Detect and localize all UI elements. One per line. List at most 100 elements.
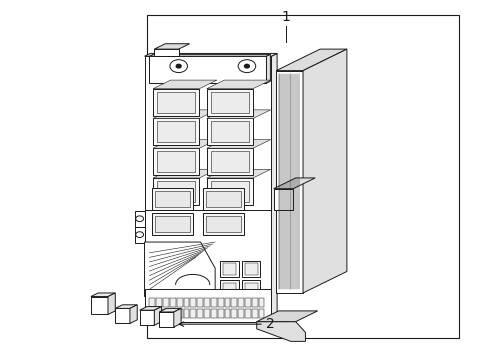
- Bar: [210, 298, 216, 307]
- Text: 1: 1: [281, 10, 290, 24]
- Bar: [152, 188, 193, 210]
- Polygon shape: [206, 140, 270, 148]
- Bar: [244, 263, 257, 275]
- Bar: [224, 309, 230, 318]
- Bar: [197, 298, 203, 307]
- Polygon shape: [271, 53, 277, 321]
- Bar: [217, 309, 223, 318]
- Polygon shape: [154, 307, 161, 325]
- Polygon shape: [144, 242, 215, 297]
- Bar: [157, 181, 195, 202]
- Bar: [203, 309, 209, 318]
- Bar: [251, 298, 257, 307]
- Bar: [276, 71, 303, 293]
- Polygon shape: [154, 49, 178, 56]
- Polygon shape: [149, 54, 270, 56]
- Bar: [169, 298, 175, 307]
- Bar: [210, 91, 248, 113]
- Bar: [273, 189, 293, 210]
- Bar: [206, 148, 252, 175]
- Bar: [231, 309, 237, 318]
- Polygon shape: [153, 80, 217, 89]
- Bar: [157, 91, 195, 113]
- Polygon shape: [153, 140, 217, 148]
- Polygon shape: [140, 307, 161, 310]
- Bar: [251, 309, 257, 318]
- Bar: [91, 297, 108, 315]
- Polygon shape: [206, 170, 270, 178]
- Polygon shape: [276, 49, 346, 71]
- Polygon shape: [266, 54, 270, 83]
- Bar: [220, 280, 238, 297]
- Bar: [210, 309, 216, 318]
- Polygon shape: [144, 53, 277, 56]
- Bar: [190, 298, 196, 307]
- Bar: [203, 213, 244, 235]
- Polygon shape: [173, 309, 181, 327]
- Bar: [203, 188, 244, 210]
- Bar: [231, 298, 237, 307]
- Bar: [242, 280, 260, 297]
- Polygon shape: [206, 110, 270, 118]
- Circle shape: [244, 64, 249, 68]
- Bar: [206, 178, 252, 205]
- Circle shape: [176, 64, 181, 68]
- Polygon shape: [153, 170, 217, 178]
- Bar: [203, 298, 209, 307]
- Polygon shape: [273, 178, 315, 189]
- Polygon shape: [303, 49, 346, 293]
- Bar: [183, 298, 189, 307]
- Bar: [149, 298, 155, 307]
- Bar: [157, 121, 195, 143]
- Bar: [176, 298, 182, 307]
- Bar: [144, 56, 271, 321]
- Polygon shape: [108, 293, 115, 315]
- Polygon shape: [135, 227, 144, 243]
- Bar: [244, 283, 257, 294]
- Bar: [156, 298, 162, 307]
- Bar: [153, 178, 199, 205]
- Polygon shape: [149, 56, 266, 83]
- Bar: [153, 118, 199, 145]
- Bar: [210, 121, 248, 143]
- Bar: [206, 191, 241, 207]
- Bar: [159, 312, 173, 327]
- Bar: [258, 309, 264, 318]
- Bar: [176, 309, 182, 318]
- Polygon shape: [256, 311, 317, 321]
- Bar: [163, 309, 168, 318]
- Bar: [140, 310, 154, 325]
- Polygon shape: [144, 289, 271, 321]
- Bar: [156, 309, 162, 318]
- Bar: [153, 89, 199, 116]
- Bar: [210, 151, 248, 172]
- Bar: [169, 309, 175, 318]
- Polygon shape: [135, 211, 144, 227]
- Text: 2: 2: [266, 317, 275, 331]
- Bar: [153, 148, 199, 175]
- Polygon shape: [159, 309, 181, 312]
- Polygon shape: [115, 305, 137, 309]
- Bar: [155, 216, 189, 232]
- Bar: [244, 309, 250, 318]
- Bar: [197, 309, 203, 318]
- Bar: [223, 263, 235, 275]
- Bar: [115, 309, 130, 323]
- Bar: [210, 181, 248, 202]
- Bar: [258, 298, 264, 307]
- Polygon shape: [154, 44, 189, 49]
- Bar: [223, 283, 235, 294]
- Bar: [206, 216, 241, 232]
- Polygon shape: [91, 293, 115, 297]
- Bar: [206, 118, 252, 145]
- Bar: [217, 298, 223, 307]
- Bar: [206, 89, 252, 116]
- Bar: [244, 298, 250, 307]
- Bar: [190, 309, 196, 318]
- Bar: [238, 309, 244, 318]
- Bar: [147, 15, 458, 338]
- Bar: [238, 298, 244, 307]
- Bar: [242, 261, 260, 277]
- Polygon shape: [206, 80, 270, 89]
- Polygon shape: [153, 110, 217, 118]
